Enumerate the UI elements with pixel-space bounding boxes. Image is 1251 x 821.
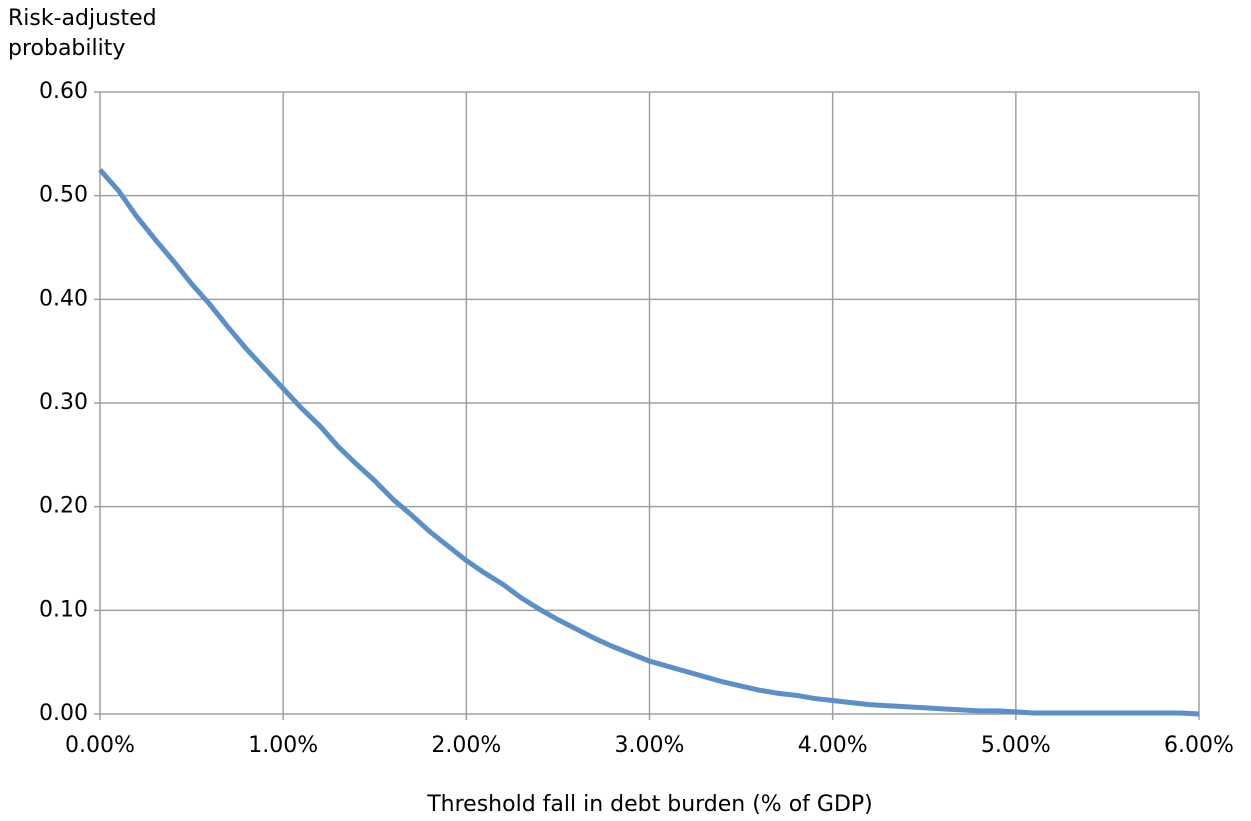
- line: [98, 168, 1200, 717]
- x-tick-label: 3.00%: [615, 733, 685, 758]
- x-tick-label: 1.00%: [248, 733, 318, 758]
- x-tick-label: 6.00%: [1164, 733, 1234, 758]
- y-tick-label: 0.00: [39, 701, 88, 726]
- y-tick-label: 0.10: [39, 597, 88, 622]
- x-tick-label: 2.00%: [431, 733, 501, 758]
- y-tick-label: 0.40: [39, 286, 88, 311]
- x-tick-label: 0.00%: [65, 733, 135, 758]
- y-tick-label: 0.60: [39, 79, 88, 104]
- y-axis-title: Risk-adjusted probability: [8, 6, 157, 61]
- x-tick-label: 5.00%: [981, 733, 1051, 758]
- x-tick-label: 4.00%: [798, 733, 868, 758]
- y-tick-label: 0.20: [39, 494, 88, 519]
- y-tick-label: 0.30: [39, 390, 88, 415]
- y-tick-label: 0.50: [39, 183, 88, 208]
- x-axis-title: Threshold fall in debt burden (% of GDP): [426, 792, 873, 817]
